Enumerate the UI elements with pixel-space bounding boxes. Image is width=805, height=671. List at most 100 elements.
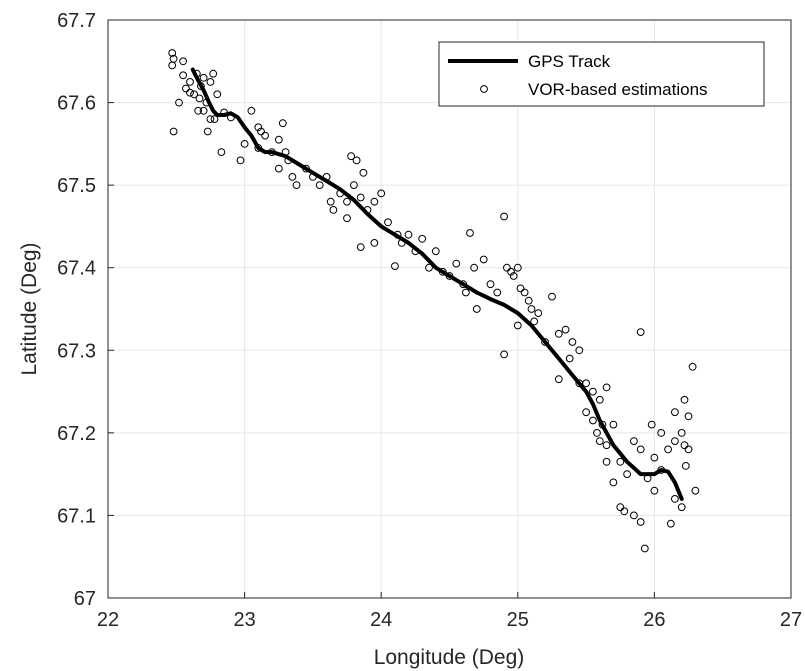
vor-estimation-point: [278, 119, 287, 128]
vor-estimation-point: [175, 98, 183, 107]
vor-estimation-point: [630, 437, 638, 446]
vor-estimation-point: [350, 181, 358, 190]
vor-estimation-point: [438, 267, 447, 276]
vor-estimation-point: [329, 206, 338, 214]
vor-estimation-point: [459, 280, 468, 289]
vor-estimation-point: [284, 156, 293, 165]
vor-estimation-point: [534, 309, 543, 318]
vor-estimation-point: [431, 247, 440, 256]
vor-estimation-point: [213, 90, 222, 99]
vor-estimation-point: [393, 230, 402, 239]
vor-estimation-point: [681, 462, 690, 470]
vor-estimation-point: [609, 478, 618, 487]
y-tick-label: 67.6: [57, 93, 96, 115]
vor-estimation-point: [582, 379, 590, 388]
vor-estimation-point: [500, 212, 509, 221]
vor-estimation-point: [671, 437, 679, 446]
vor-estimation-point: [370, 239, 379, 247]
vor-estimation-point: [169, 54, 178, 63]
vor-estimation-point: [391, 262, 399, 271]
vor-estimation-point: [616, 457, 625, 466]
vor-estimation-point: [671, 408, 679, 417]
vor-estimation-point: [680, 441, 689, 450]
y-tick-label: 67.4: [57, 258, 96, 280]
vor-estimation-point: [691, 486, 700, 495]
vor-estimation-point: [513, 321, 522, 330]
vor-estimation-point: [462, 288, 470, 297]
vor-estimation-point: [565, 354, 574, 363]
vor-estimation-point: [227, 113, 235, 122]
vor-estimation-point: [593, 429, 601, 437]
vor-estimation-point: [202, 98, 211, 107]
vor-estimation-point: [561, 325, 570, 334]
vor-estimation-point: [384, 218, 392, 227]
vor-estimation-point: [602, 441, 611, 450]
vor-estimation-point: [493, 288, 502, 297]
vor-estimation-point: [664, 445, 672, 454]
vor-estimation-point: [363, 206, 372, 214]
y-tick-label: 67.5: [57, 175, 96, 197]
vor-estimation-point: [595, 437, 604, 446]
vor-estimation-point: [479, 255, 488, 264]
vor-estimation-point: [186, 78, 194, 86]
vor-estimation-point: [281, 148, 290, 157]
vor-estimation-point: [647, 420, 656, 429]
vor-estimation-point: [197, 82, 205, 90]
vor-estimation-point: [199, 106, 208, 115]
vor-estimation-point: [240, 140, 249, 148]
vor-estimation-point: [636, 445, 645, 454]
vor-estimation-point: [666, 519, 675, 528]
vor-estimation-point: [516, 284, 525, 293]
vor-estimation-point: [684, 412, 693, 421]
vor-estimation-point: [274, 135, 283, 144]
vor-estimation-point: [486, 280, 495, 289]
vor-estimation-point: [343, 197, 351, 206]
vor-estimation-point: [194, 106, 203, 115]
vor-estimation-point: [322, 173, 331, 181]
vor-estimation-point: [179, 71, 188, 80]
x-axis-label: Longitude (Deg): [374, 646, 525, 669]
vor-estimation-point: [168, 49, 177, 57]
vor-estimation-point: [602, 383, 611, 392]
vor-estimation-point: [377, 189, 386, 198]
vor-estimation-point: [671, 495, 679, 503]
vor-estimation-point: [343, 214, 351, 223]
vor-estimation-point: [595, 395, 604, 404]
gps-track-line: [190, 67, 684, 501]
legend-label-vor-estimations: VOR-based estimations: [528, 80, 708, 99]
y-tick-label: 67.2: [57, 423, 96, 445]
vor-estimation-point: [684, 445, 693, 454]
vor-estimation-point: [254, 144, 263, 152]
x-tick-label: 23: [233, 609, 255, 631]
legend-label-gps-track: GPS Track: [528, 52, 611, 71]
vor-estimation-point: [288, 173, 297, 181]
y-tick-label: 67.1: [57, 505, 96, 527]
vor-estimation-point: [356, 193, 365, 202]
vor-estimation-point: [186, 88, 194, 97]
vor-estimation-point: [568, 338, 577, 346]
vor-estimation-point: [602, 457, 611, 466]
vor-estimation-point: [513, 263, 522, 272]
y-axis-label: Latitude (Deg): [18, 242, 41, 375]
vor-estimation-point: [643, 474, 652, 483]
vor-estimation-point: [575, 346, 584, 355]
gps-track-series: [190, 67, 684, 501]
vor-estimation-point: [336, 189, 345, 198]
vor-estimation-point: [472, 305, 481, 313]
vor-estimation-point: [192, 69, 201, 78]
vor-estimation-point: [616, 503, 625, 512]
vor-estimation-point: [220, 108, 229, 117]
y-tick-label: 67: [74, 588, 96, 610]
vor-estimation-point: [418, 234, 427, 243]
vor-estimation-point: [247, 106, 256, 115]
vor-estimation-point: [326, 197, 335, 206]
vor-estimation-point: [657, 429, 666, 437]
vor-estimation-point: [636, 518, 645, 526]
vor-estimation-point: [541, 338, 549, 346]
vor-estimation-point: [640, 544, 649, 553]
vor-estimation-point: [677, 503, 686, 512]
x-axis-ticks: 22 23 24 25 26 27: [97, 592, 802, 631]
vor-estimation-point: [315, 181, 324, 190]
x-tick-label: 24: [370, 609, 392, 631]
